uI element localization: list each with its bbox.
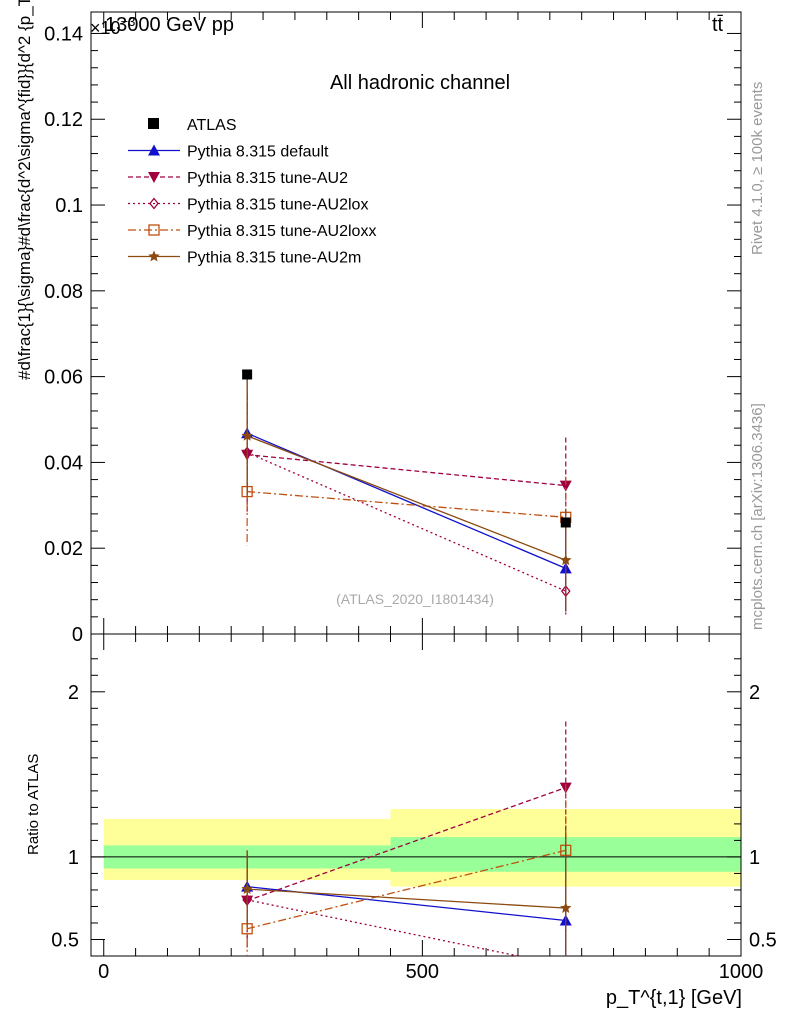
- legend-marker: [148, 250, 160, 262]
- x-axis-label: p_T^{t,1} [GeV]: [606, 987, 742, 1009]
- series-2-main: [242, 392, 571, 615]
- ratio-plot-frame: [90, 633, 742, 957]
- ratio-y-tick-label: 2: [68, 682, 79, 704]
- main-y-tick-label: 0.08: [44, 281, 83, 303]
- ratio-y-axis-label: Ratio to ATLAS: [25, 754, 42, 855]
- y-multiplier: ×10−3: [90, 14, 135, 38]
- legend-marker: [148, 172, 160, 183]
- x-tick-label: 1000: [719, 961, 764, 983]
- series-4-main: [241, 374, 572, 612]
- main-y-tick-label: 0: [72, 624, 83, 646]
- header-process-label: tt̄: [712, 14, 724, 36]
- series-4-ratio: [241, 825, 572, 956]
- main-y-tick-label: 0.12: [44, 109, 83, 131]
- series-line: [246, 432, 567, 569]
- legend-marker-atlas: [148, 118, 159, 129]
- series-line: [247, 454, 566, 487]
- ratio-series-line: [246, 899, 519, 957]
- x-tick-label: 0: [98, 961, 109, 983]
- reference-series: [242, 369, 571, 528]
- main-y-tick-label: 0.14: [44, 23, 83, 45]
- main-y-tick-label: 0.1: [55, 195, 83, 217]
- series-1-main: [241, 394, 572, 534]
- series-line: [247, 490, 566, 518]
- legend-label: Pythia 8.315 tune-AU2lox: [187, 197, 368, 214]
- mcplots-label: mcplots.cern.ch [arXiv:1306.3436]: [749, 403, 766, 630]
- legend-marker: [149, 197, 159, 210]
- legend-label: Pythia 8.315 tune-AU2m: [187, 250, 361, 267]
- main-plot-frame: [90, 11, 742, 635]
- header-energy-label: 13000 GeV pp: [105, 14, 234, 36]
- series-0-main: [241, 374, 572, 612]
- plot-frames: [90, 11, 742, 957]
- plot-title: All hadronic channel: [330, 72, 510, 94]
- legend-label: Pythia 8.315 tune-AU2loxx: [187, 223, 376, 240]
- main-y-axis-label: #d\frac{1}{\sigma}#d\frac{d^2\sigma^{fid…: [15, 0, 34, 380]
- y-multiplier-exponent: −3: [121, 14, 136, 29]
- main-y-tick-label: 0.02: [44, 538, 83, 560]
- ratio-point: [241, 883, 253, 894]
- series-line: [246, 451, 567, 592]
- reference-point: [242, 369, 253, 380]
- legend-entry: Pythia 8.315 tune-AU2: [128, 170, 348, 187]
- legend-label-atlas: ATLAS: [187, 117, 237, 134]
- reference-point: [560, 517, 571, 528]
- x-tick-label: 500: [406, 961, 439, 983]
- series-point: [560, 554, 572, 566]
- ratio-y-tick-label-right: 0.5: [749, 929, 777, 951]
- y-multiplier-base: ×10: [90, 18, 121, 38]
- ratio-y-tick-label-right: 1: [749, 847, 760, 869]
- main-y-tick-label: 0.04: [44, 452, 83, 474]
- ratio-point: [560, 902, 572, 913]
- ratio-y-tick-label: 1: [68, 847, 79, 869]
- legend-label: Pythia 8.315 tune-AU2: [187, 170, 348, 187]
- ratio-series-layer: [241, 721, 572, 957]
- rivet-version-label: Rivet 4.1.0, ≥ 100k events: [749, 82, 766, 255]
- legend-marker: [148, 144, 160, 156]
- main-y-tick-label: 0.06: [44, 367, 83, 389]
- series-line: [246, 435, 566, 561]
- series-point: [559, 480, 572, 492]
- legend-entry: Pythia 8.315 default: [128, 144, 329, 161]
- main-series-layer: [241, 369, 572, 615]
- legend-marker: [148, 224, 160, 236]
- legend-label: Pythia 8.315 default: [187, 144, 329, 161]
- ratio-bands: [91, 809, 741, 887]
- series-point: [241, 429, 253, 441]
- legend-entry: Pythia 8.315 tune-AU2lox: [128, 197, 368, 214]
- axis-ticks: 0 0.02 0.04 0.06 0.08 0.1 0.12 0.14 0.5 0.5 1 1 2 2 0 5…: [44, 12, 777, 983]
- ratio-series-line: [246, 849, 566, 930]
- ratio-series-line: [246, 786, 566, 902]
- ratio-series-line: [247, 888, 566, 909]
- legend: ATLAS Pythia 8.315 default Pythia 8.315 tu…: [128, 117, 376, 267]
- analysis-tag: (ATLAS_2020_I1801434): [336, 591, 494, 607]
- legend-entry: Pythia 8.315 tune-AU2loxx: [128, 223, 376, 240]
- ratio-y-tick-label: 0.5: [51, 929, 79, 951]
- legend-entry: Pythia 8.315 tune-AU2m: [128, 250, 361, 267]
- legend-entry-atlas: ATLAS: [148, 117, 237, 134]
- ratio-y-tick-label-right: 2: [749, 682, 760, 704]
